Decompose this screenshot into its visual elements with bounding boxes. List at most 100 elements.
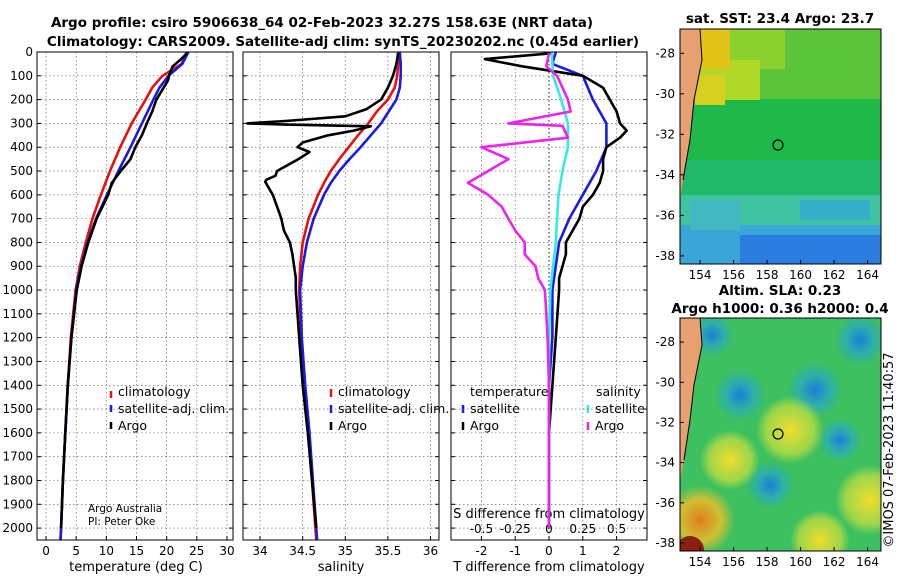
sst-field	[680, 29, 881, 264]
panel-axes: 34 34.5 35 35.5 36	[243, 51, 439, 558]
x-tick-label: 15	[129, 544, 144, 558]
depth-tick-label: 1600	[2, 426, 33, 440]
sst-map-title: sat. SST: 23.4 Argo: 23.7	[686, 11, 874, 27]
x-tick-label: -1	[509, 544, 521, 558]
x-tick-label: 35.5	[375, 544, 402, 558]
difference-legend: temperature salinity satellite Argo sate…	[461, 384, 645, 433]
sst-argo-location-marker	[772, 139, 784, 151]
map-lon-tick-label: 164	[856, 555, 879, 569]
legend-label-temp-argo: Argo	[470, 418, 499, 433]
temperature-legend: climatology satellite-adj. clim. Argo	[109, 384, 229, 433]
s-tick-label: -0.25	[500, 522, 531, 536]
sst-map: sat. SST: 23.4 Argo: 23.7 154 156 158 160 16…	[655, 11, 882, 282]
temperature-panel: Argo Australia PI: Peter Oke climatology…	[2, 45, 234, 575]
depth-tick-label: 1800	[2, 473, 33, 487]
series-line-argo	[59, 52, 189, 529]
depth-tick-label: 1000	[2, 283, 33, 297]
legend-label-climatology: climatology	[118, 384, 191, 399]
legend-label-satellite: satellite-adj. clim.	[338, 401, 449, 416]
note-argo-australia: Argo Australia	[88, 503, 162, 515]
map-lat-tick-label: -28	[655, 335, 675, 349]
map-lon-tick-label: 154	[689, 268, 712, 282]
note-pi: PI: Peter Oke	[88, 516, 155, 528]
x-tick-label: 5	[72, 544, 80, 558]
map-lat-tick-label: -28	[655, 46, 675, 60]
depth-tick-label: 1100	[2, 307, 33, 321]
legend-label-argo: Argo	[118, 418, 147, 433]
map-lon-tick-label: 154	[689, 555, 712, 569]
x-tick-label: 1	[579, 544, 587, 558]
depth-tick-label: 900	[10, 259, 33, 273]
map-lat-tick-label: -36	[655, 208, 675, 222]
series-line-climatology	[59, 51, 188, 541]
series-line-salinity-argo	[466, 52, 572, 529]
x-tick-label: 0	[42, 544, 50, 558]
x-tick-label: 34.5	[289, 544, 316, 558]
legend-label-temp-satellite: satellite	[470, 401, 520, 416]
x-tick-label: 0	[545, 544, 553, 558]
legend-label-sal-argo: Argo	[595, 418, 624, 433]
depth-tick-label: 600	[10, 188, 33, 202]
depth-tick-label: 1700	[2, 450, 33, 464]
t-difference-xlabel: T difference from climatology	[452, 560, 645, 575]
sla-map: Altim. SLA: 0.23 Argo h1000: 0.36 h2000:…	[655, 283, 888, 569]
map-lat-tick-label: -30	[655, 87, 675, 101]
sla-map-title-line2: Argo h1000: 0.36 h2000: 0.4	[671, 301, 888, 317]
map-lat-tick-label: -32	[655, 415, 675, 429]
depth-tick-label: 500	[10, 164, 33, 178]
panel-frame	[450, 51, 648, 541]
map-lat-tick-label: -36	[655, 496, 675, 510]
x-tick-label: 10	[99, 544, 114, 558]
legend-label-argo: Argo	[338, 418, 367, 433]
s-tick-label: 0.25	[569, 522, 596, 536]
panel-frame	[242, 51, 440, 541]
x-tick-label: 34	[252, 544, 267, 558]
map-lon-tick-label: 160	[789, 268, 812, 282]
sla-map-frame	[679, 317, 882, 552]
depth-tick-label: 0	[25, 45, 33, 59]
map-lon-tick-label: 160	[789, 555, 812, 569]
depth-tick-label: 800	[10, 235, 33, 249]
map-lat-tick-label: -38	[655, 536, 675, 550]
panel-axes: 0100200300400500600700800900100011001200…	[2, 45, 234, 558]
legend-label-satellite: satellite-adj. clim.	[118, 401, 229, 416]
difference-panel: temperature salinity satellite Argo sate…	[450, 51, 648, 575]
map-lat-tick-label: -38	[655, 249, 675, 263]
s-tick-label: 0.5	[607, 522, 626, 536]
series-line-temperature-satellite	[547, 51, 608, 529]
legend-heading-salinity: salinity	[596, 384, 641, 399]
map-lat-tick-label: -30	[655, 375, 675, 389]
map-lat-tick-label: -34	[655, 456, 675, 470]
depth-tick-label: 300	[10, 116, 33, 130]
s-tick-label: -0.5	[470, 522, 493, 536]
series-line-argo	[246, 52, 400, 529]
map-lat-tick-label: -32	[655, 127, 675, 141]
salinity-panel: climatology satellite-adj. clim. Argo sa…	[242, 51, 449, 575]
series-line-temperature-argo	[483, 51, 629, 529]
x-tick-label: 36	[423, 544, 438, 558]
map-lon-tick-label: 156	[722, 268, 745, 282]
x-tick-label: 20	[159, 544, 174, 558]
salinity-legend: climatology satellite-adj. clim. Argo	[329, 384, 449, 433]
depth-tick-label: 200	[10, 93, 33, 107]
map-lon-tick-label: 164	[856, 268, 879, 282]
map-lon-tick-label: 156	[722, 555, 745, 569]
legend-heading-temperature: temperature	[470, 384, 549, 399]
figure-title-line2: Climatology: CARS2009. Satellite-adj cli…	[47, 34, 639, 50]
sla-argo-location-marker	[772, 428, 784, 440]
salinity-xlabel: salinity	[318, 560, 365, 575]
depth-tick-label: 700	[10, 212, 33, 226]
imos-timestamp: ©IMOS 07-Feb-2023 11:40:57	[882, 352, 897, 547]
map-lat-tick-label: -34	[655, 168, 675, 182]
map-lon-tick-label: 158	[756, 268, 779, 282]
x-tick-label: 2	[613, 544, 621, 558]
series-line-satellite-adj-clim-	[59, 51, 190, 541]
sla-field	[680, 318, 881, 551]
depth-tick-label: 1300	[2, 354, 33, 368]
depth-tick-label: 1500	[2, 402, 33, 416]
x-tick-label: 35	[338, 544, 353, 558]
legend-label-climatology: climatology	[338, 384, 411, 399]
panel-frame	[36, 51, 234, 541]
depth-tick-label: 100	[10, 69, 33, 83]
depth-tick-label: 1200	[2, 331, 33, 345]
